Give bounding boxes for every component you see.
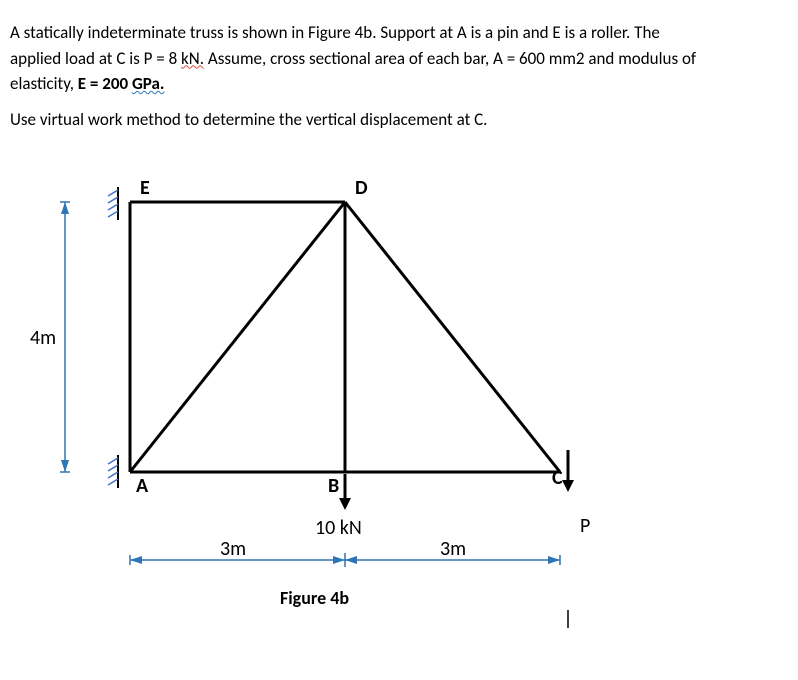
text-line: Assume, cross sectional area of each bar… (204, 48, 696, 69)
dim-bottom (130, 553, 560, 567)
node-label-b: B (328, 474, 339, 498)
text-line: Use virtual work method to determine the… (10, 109, 487, 130)
load-label-b: 10 kN (315, 516, 362, 540)
figure-4b: 4m E D A B C 10 kN (10, 162, 710, 632)
dim-label-right: 3m (440, 537, 466, 561)
squiggle-text: GPa. (132, 73, 164, 94)
problem-instruction: Use virtual work method to determine the… (10, 107, 788, 133)
support-a-pin (108, 455, 118, 488)
figure-caption: Figure 4b (280, 587, 349, 609)
node-label-c: C (552, 466, 563, 490)
dim-label-left: 3m (220, 537, 246, 561)
node-label-e: E (140, 176, 150, 200)
problem-statement: A statically indeterminate truss is show… (10, 20, 788, 97)
load-arrowhead-b (339, 498, 351, 510)
member-ad (130, 202, 345, 472)
truss-members (130, 202, 560, 472)
load-arrowhead-c (562, 480, 574, 492)
node-label-d: D (355, 176, 368, 200)
node-label-a: A (136, 474, 149, 498)
support-e-roller (108, 187, 118, 220)
text-line: elasticity, (10, 73, 78, 94)
dim-arrow (61, 460, 69, 472)
load-label-c: P (580, 514, 590, 538)
text-line: A statically indeterminate truss is show… (10, 22, 660, 43)
squiggle-text: kN. (181, 48, 204, 69)
dim-arrow (61, 202, 69, 214)
dim-label-height: 4m (30, 326, 56, 350)
member-dc (345, 202, 560, 472)
text-bold: E = 200 (78, 73, 132, 94)
text-line: applied load at C is P = 8 (10, 48, 181, 69)
